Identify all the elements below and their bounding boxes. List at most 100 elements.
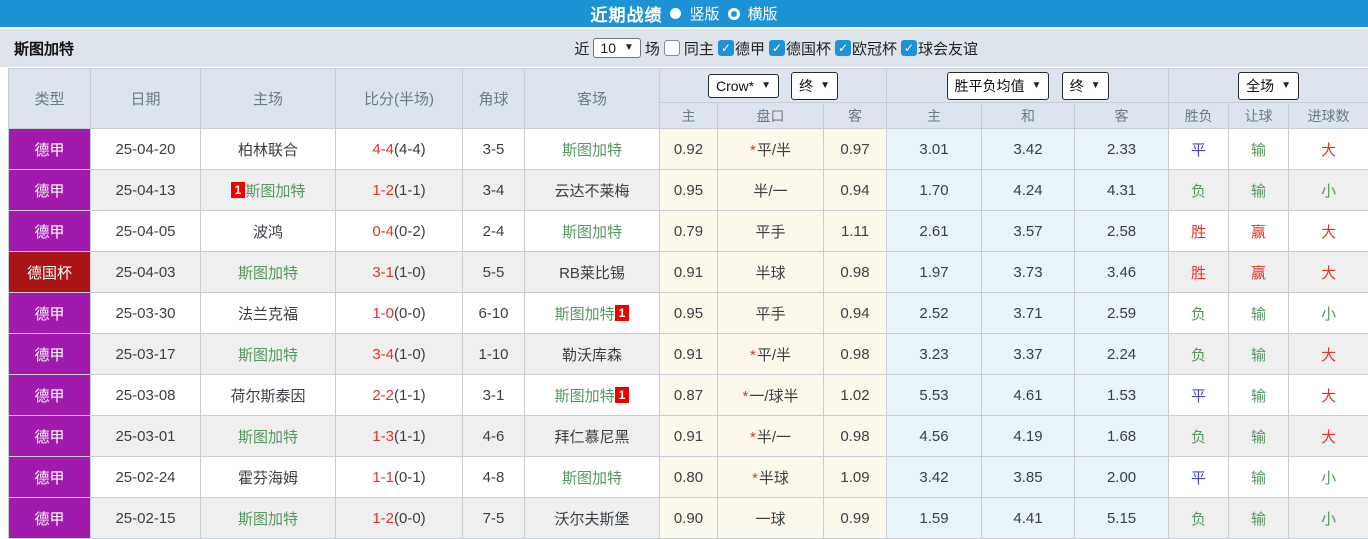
europe-stage-select[interactable]: 终 ▼	[1061, 71, 1109, 100]
horizontal-layout-radio[interactable]	[727, 7, 740, 20]
team-name: 斯图加特	[237, 510, 298, 528]
asia-away-odds-cell: 0.98	[822, 251, 888, 293]
league-label: 德甲	[734, 40, 765, 58]
fulltime-score: 0-4	[372, 222, 394, 240]
europe-home-odds-cell: 2.52	[886, 292, 983, 334]
fulltime-score: 1-2	[372, 509, 394, 527]
date-cell: 25-04-05	[90, 210, 201, 252]
horizontal-layout-label: 横版	[747, 6, 778, 23]
date-cell: 25-03-08	[90, 374, 201, 416]
team-name: 斯图加特	[237, 346, 298, 364]
league-checkbox-champions-league[interactable]: ✓	[834, 40, 851, 56]
europe-home-odds-cell: 5.53	[886, 374, 983, 416]
corner-cell: 3-5	[462, 128, 525, 170]
halftime-score: (0-0)	[394, 304, 426, 322]
table-row: 德甲 25-03-30 法兰克福 1-0(0-0) 6-10 斯图加特 1 0.95 平手 0.9…	[8, 292, 1368, 334]
europe-away-odds-cell: 2.58	[1074, 210, 1170, 252]
league-checkbox-club-friendly[interactable]: ✓	[900, 40, 917, 56]
asia-home-odds-cell: 0.92	[659, 128, 718, 170]
same-home-checkbox[interactable]	[663, 40, 680, 56]
team-name-title: 斯图加特	[14, 40, 75, 58]
away-team-cell: 斯图加特	[524, 128, 660, 170]
home-team-cell: 霍芬海姆	[200, 456, 336, 498]
handicap-result-cell: 输	[1228, 333, 1290, 375]
outcome-result-cell: 平	[1168, 456, 1230, 498]
date-cell: 25-04-03	[90, 251, 201, 293]
europe-away-odds-cell: 2.59	[1074, 292, 1170, 334]
home-team-cell: 斯图加特	[200, 333, 336, 375]
league-label: 德国杯	[785, 40, 831, 58]
moved-handicap-star: *	[742, 387, 749, 405]
asia-home-odds-cell: 0.91	[659, 251, 718, 293]
header-home: 主场	[200, 68, 336, 129]
europe-away-odds-cell: 2.00	[1074, 456, 1170, 498]
results-table-wrap: 类型 日期 主场 比分(半场) 角球 客场 Crow* ▼ 终 ▼	[0, 68, 1368, 539]
home-team-cell: 法兰克福	[200, 292, 336, 334]
away-team-cell: 云达不莱梅	[524, 169, 660, 211]
fulltime-score: 1-3	[372, 427, 394, 445]
asia-bookmaker-select[interactable]: Crow* ▼	[707, 73, 779, 98]
score-cell: 4-4(4-4)	[335, 128, 463, 170]
goals-result-cell: 大	[1288, 210, 1368, 252]
halftime-score: (0-0)	[394, 509, 426, 527]
team-name: 勒沃库森	[561, 346, 622, 364]
league-type-cell: 德甲	[8, 497, 91, 539]
europe-home-odds-cell: 3.42	[886, 456, 983, 498]
subheader-outcome: 胜负	[1168, 102, 1230, 129]
near-label: 近	[574, 40, 590, 58]
away-team-cell: 勒沃库森	[524, 333, 660, 375]
europe-draw-odds-cell: 3.57	[981, 210, 1076, 252]
halftime-score: (1-1)	[394, 427, 426, 445]
europe-away-odds-cell: 4.31	[1074, 169, 1170, 211]
scope-value: 全场	[1246, 77, 1275, 94]
europe-stage-value: 终	[1069, 77, 1084, 94]
europe-home-odds-cell: 1.59	[886, 497, 983, 539]
corner-cell: 1-10	[462, 333, 525, 375]
match-count-select[interactable]: 10 ▼	[593, 38, 641, 58]
vertical-layout-label: 竖版	[689, 6, 720, 23]
header-corner: 角球	[462, 68, 525, 129]
home-team-cell: 斯图加特	[200, 415, 336, 457]
corner-cell: 7-5	[462, 497, 525, 539]
results-table: 类型 日期 主场 比分(半场) 角球 客场 Crow* ▼ 终 ▼	[8, 68, 1368, 539]
league-checkbox-bundesliga[interactable]: ✓	[717, 40, 734, 56]
europe-home-odds-cell: 3.23	[886, 333, 983, 375]
team-name: 波鸿	[252, 223, 283, 241]
asia-handicap-cell: 平手	[717, 292, 824, 334]
red-card-badge: 1	[614, 304, 630, 321]
asia-stage-select[interactable]: 终 ▼	[791, 71, 839, 100]
moved-handicap-star: *	[749, 141, 756, 159]
goals-result-cell: 大	[1288, 251, 1368, 293]
league-checkbox-dfb-pokal[interactable]: ✓	[768, 40, 785, 56]
goals-result-cell: 大	[1288, 333, 1368, 375]
asia-handicap-cell: *半/一	[717, 415, 824, 457]
team-name: 斯图加特	[554, 387, 615, 405]
halftime-score: (0-2)	[394, 222, 426, 240]
asia-odds-header: Crow* ▼ 终 ▼	[658, 68, 888, 103]
goals-result-cell: 小	[1288, 497, 1368, 539]
asia-stage-value: 终	[799, 77, 814, 94]
asia-handicap-cell: *一/球半	[717, 374, 824, 416]
corner-cell: 3-1	[462, 374, 525, 416]
europe-draw-odds-cell: 4.61	[981, 374, 1076, 416]
league-type-cell: 德甲	[8, 333, 91, 375]
handicap-result-cell: 输	[1228, 128, 1290, 170]
europe-draw-odds-cell: 4.19	[981, 415, 1076, 457]
europe-draw-odds-cell: 4.24	[981, 169, 1076, 211]
date-cell: 25-03-30	[90, 292, 201, 334]
vertical-layout-radio[interactable]	[670, 8, 682, 19]
subheader-handicap-result: 让球	[1228, 102, 1290, 129]
corner-cell: 4-8	[462, 456, 525, 498]
outcome-result-cell: 负	[1168, 497, 1230, 539]
league-type-cell: 德甲	[8, 169, 91, 211]
europe-bookmaker-select[interactable]: 胜平负均值 ▼	[946, 71, 1050, 100]
europe-home-odds-cell: 4.56	[886, 415, 983, 457]
europe-home-odds-cell: 3.01	[886, 128, 983, 170]
halftime-score: (4-4)	[394, 140, 426, 158]
asia-away-odds-cell: 0.97	[822, 128, 888, 170]
chevron-down-icon: ▼	[820, 79, 831, 91]
handicap-result-cell: 输	[1228, 415, 1290, 457]
scope-select[interactable]: 全场 ▼	[1238, 71, 1300, 100]
outcome-result-cell: 胜	[1168, 210, 1230, 252]
score-cell: 1-2(0-0)	[335, 497, 463, 539]
